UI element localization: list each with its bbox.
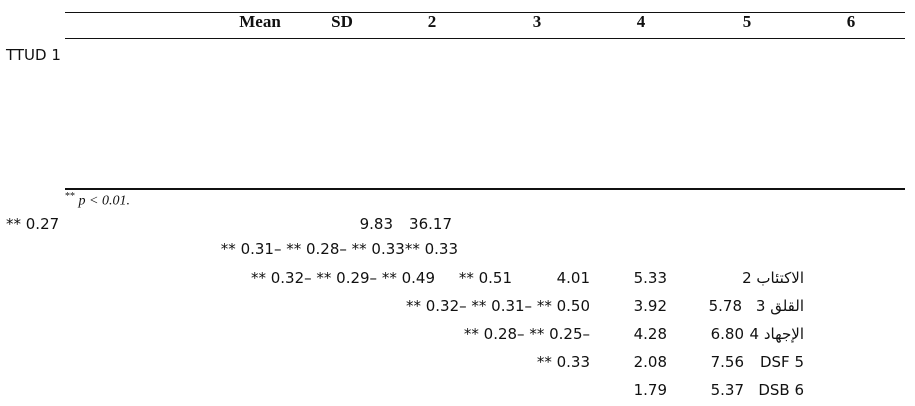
text-fragment: ** 0.27 <box>6 215 60 233</box>
column-header: 5 <box>742 12 752 31</box>
text-fragment: 4.28 <box>633 325 667 343</box>
column-header: 2 <box>427 12 437 31</box>
text-fragment: 4.01 <box>556 269 590 287</box>
text-fragment: ** 0.32– ** 0.29– ** 0.49 <box>250 269 435 287</box>
text-fragment: 5.37 <box>710 381 744 399</box>
row-label: TTUD 1 <box>6 46 61 64</box>
text-fragment: 7.56 <box>710 353 744 371</box>
text-fragment: ** 0.51 <box>458 269 512 287</box>
text-fragment: DSF 5 <box>759 353 804 371</box>
footnote: ** p < 0.01. <box>65 191 130 210</box>
text-fragment: 2 الاكتئاب <box>742 269 804 287</box>
text-fragment: 2.08 <box>633 353 667 371</box>
column-header: 4 <box>636 12 646 31</box>
text-fragment: 3 القلق <box>755 297 804 315</box>
header-rule <box>65 38 905 39</box>
text-fragment: ** 0.33 <box>536 353 590 371</box>
column-header: SD <box>331 12 353 31</box>
text-fragment: ** 0.28– ** 0.25– <box>463 325 590 343</box>
column-header: Mean <box>239 12 281 31</box>
text-fragment: 1.79 <box>633 381 667 399</box>
column-header: 3 <box>532 12 542 31</box>
text-fragment: 4 الإجهاد <box>749 325 804 343</box>
bottom-rule <box>65 188 905 190</box>
footnote-text: p < 0.01. <box>78 193 130 209</box>
text-fragment: ** 0.32– ** 0.31– ** 0.50 <box>405 297 590 315</box>
column-header: 6 <box>846 12 856 31</box>
text-fragment: 5.78 <box>708 297 742 315</box>
text-fragment: ** 0.31– ** 0.28– ** 0.33** 0.33 <box>220 240 458 258</box>
footnote-stars: ** <box>65 191 75 202</box>
text-fragment: 5.33 <box>633 269 667 287</box>
text-fragment: 6.80 <box>710 325 744 343</box>
top-rule <box>65 12 905 13</box>
text-fragment: 9.83 <box>359 215 393 233</box>
text-fragment: 3.92 <box>633 297 667 315</box>
text-fragment: 36.17 <box>409 215 452 233</box>
text-fragment: DSB 6 <box>758 381 804 399</box>
